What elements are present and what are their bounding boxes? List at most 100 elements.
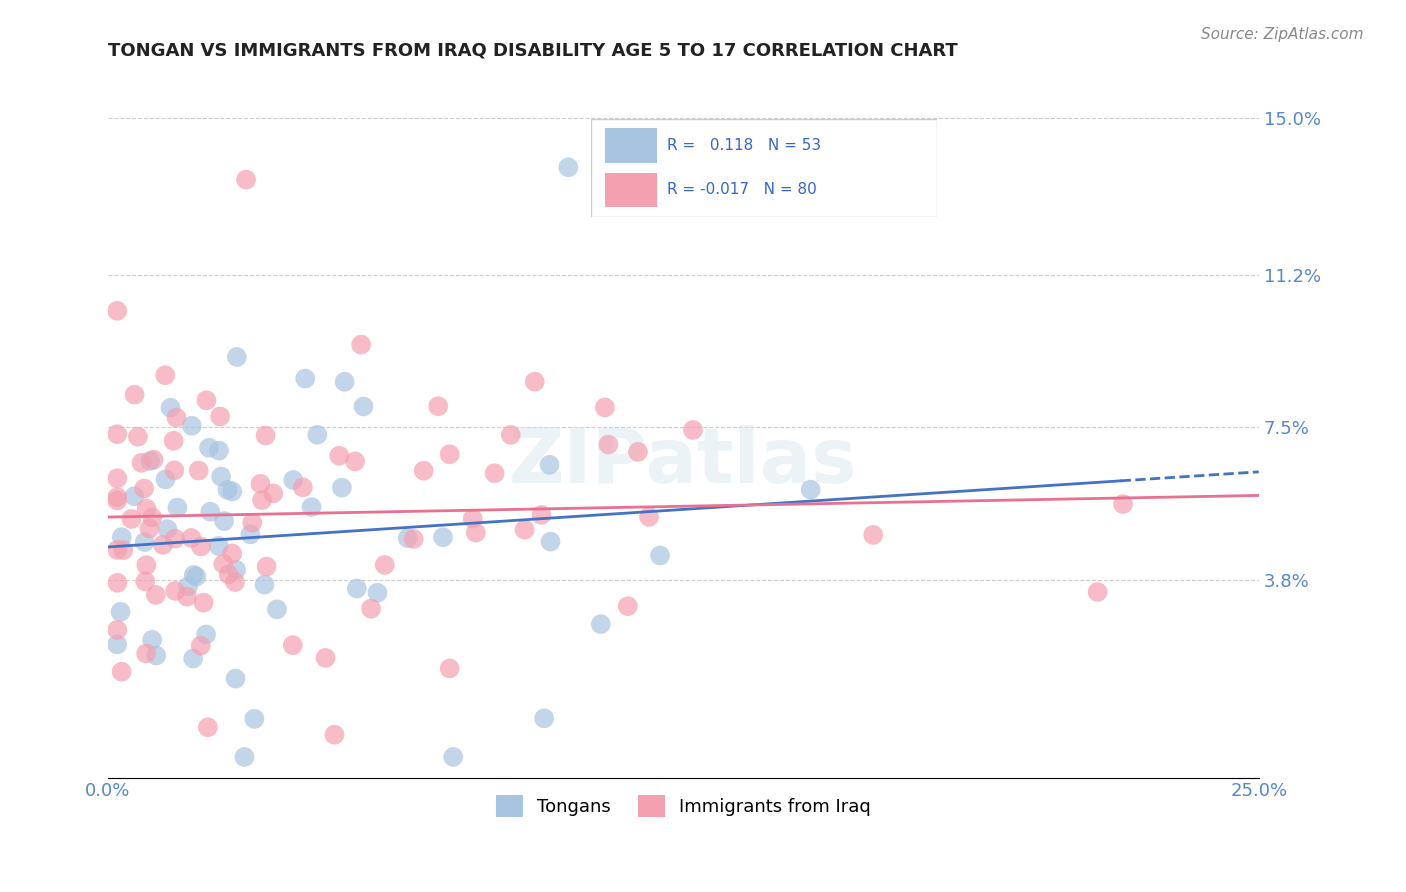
Immigrants from Iraq [152, 538, 174, 552]
Tongans [540, 534, 562, 549]
Immigrants from Iraq [120, 512, 142, 526]
Tongans [105, 637, 128, 651]
Text: TONGAN VS IMMIGRANTS FROM IRAQ DISABILITY AGE 5 TO 17 CORRELATION CHART: TONGAN VS IMMIGRANTS FROM IRAQ DISABILIT… [108, 42, 957, 60]
Immigrants from Iraq [142, 452, 165, 467]
Immigrants from Iraq [110, 665, 132, 679]
Immigrants from Iraq [135, 647, 157, 661]
Immigrants from Iraq [190, 540, 212, 554]
Tongans [648, 549, 671, 563]
Immigrants from Iraq [163, 532, 186, 546]
Immigrants from Iraq [464, 525, 486, 540]
Immigrants from Iraq [1112, 497, 1135, 511]
Tongans [208, 443, 231, 458]
Immigrants from Iraq [682, 423, 704, 437]
Tongans [432, 530, 454, 544]
Tongans [195, 627, 218, 641]
Immigrants from Iraq [224, 574, 246, 589]
Immigrants from Iraq [598, 437, 620, 451]
Tongans [183, 568, 205, 582]
Tongans [253, 577, 276, 591]
Immigrants from Iraq [105, 623, 128, 637]
Immigrants from Iraq [461, 511, 484, 525]
Immigrants from Iraq [344, 454, 367, 468]
Immigrants from Iraq [439, 661, 461, 675]
Tongans [243, 712, 266, 726]
Tongans [353, 400, 375, 414]
Immigrants from Iraq [427, 399, 450, 413]
Tongans [159, 401, 181, 415]
Tongans [346, 582, 368, 596]
Tongans [145, 648, 167, 663]
Immigrants from Iraq [124, 387, 146, 401]
Tongans [557, 161, 579, 175]
Tongans [441, 750, 464, 764]
Tongans [186, 569, 208, 583]
Tongans [141, 632, 163, 647]
Immigrants from Iraq [134, 574, 156, 589]
Immigrants from Iraq [593, 401, 616, 415]
Immigrants from Iraq [627, 445, 650, 459]
Immigrants from Iraq [262, 486, 284, 500]
Tongans [221, 484, 243, 499]
Immigrants from Iraq [218, 567, 240, 582]
Tongans [124, 489, 146, 503]
Tongans [198, 441, 221, 455]
Immigrants from Iraq [412, 464, 434, 478]
Immigrants from Iraq [484, 467, 506, 481]
Immigrants from Iraq [155, 368, 177, 383]
Immigrants from Iraq [513, 523, 536, 537]
Immigrants from Iraq [439, 447, 461, 461]
Immigrants from Iraq [190, 639, 212, 653]
Immigrants from Iraq [523, 375, 546, 389]
Immigrants from Iraq [131, 456, 153, 470]
Immigrants from Iraq [256, 559, 278, 574]
Tongans [366, 586, 388, 600]
Immigrants from Iraq [254, 428, 277, 442]
Tongans [533, 711, 555, 725]
Tongans [233, 750, 256, 764]
Tongans [225, 563, 247, 577]
Immigrants from Iraq [141, 510, 163, 524]
Immigrants from Iraq [135, 501, 157, 516]
Tongans [333, 375, 356, 389]
Immigrants from Iraq [530, 508, 553, 522]
Tongans [156, 522, 179, 536]
Immigrants from Iraq [197, 720, 219, 734]
Immigrants from Iraq [250, 493, 273, 508]
Immigrants from Iraq [638, 509, 661, 524]
Immigrants from Iraq [105, 303, 128, 318]
Tongans [166, 500, 188, 515]
Immigrants from Iraq [145, 588, 167, 602]
Immigrants from Iraq [105, 427, 128, 442]
Tongans [330, 481, 353, 495]
Tongans [538, 458, 561, 472]
Immigrants from Iraq [240, 516, 263, 530]
Tongans [225, 672, 247, 686]
Tongans [134, 535, 156, 549]
Immigrants from Iraq [374, 558, 396, 572]
Immigrants from Iraq [195, 393, 218, 408]
Immigrants from Iraq [221, 547, 243, 561]
Tongans [177, 579, 200, 593]
Immigrants from Iraq [323, 728, 346, 742]
Immigrants from Iraq [107, 575, 129, 590]
Immigrants from Iraq [862, 528, 884, 542]
Tongans [180, 418, 202, 433]
Immigrants from Iraq [162, 434, 184, 448]
Immigrants from Iraq [193, 596, 215, 610]
Tongans [212, 514, 235, 528]
Tongans [181, 651, 204, 665]
Tongans [217, 483, 239, 497]
Immigrants from Iraq [134, 482, 156, 496]
Immigrants from Iraq [350, 337, 373, 351]
Immigrants from Iraq [187, 464, 209, 478]
Tongans [111, 530, 134, 544]
Tongans [589, 617, 612, 632]
Tongans [139, 454, 162, 468]
Immigrants from Iraq [105, 471, 128, 485]
Immigrants from Iraq [163, 463, 186, 477]
Immigrants from Iraq [138, 521, 160, 535]
Tongans [307, 427, 329, 442]
Immigrants from Iraq [166, 410, 188, 425]
Tongans [294, 371, 316, 385]
